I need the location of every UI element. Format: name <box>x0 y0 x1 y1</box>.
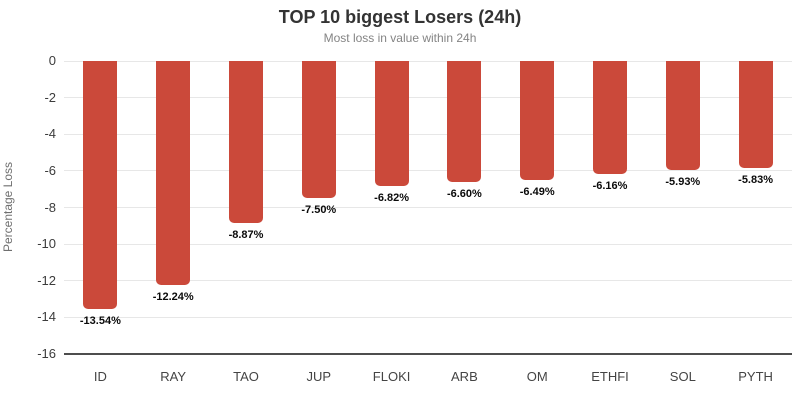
bar-value-label: -12.24% <box>152 291 194 304</box>
bar-value-label: -5.93% <box>665 175 701 188</box>
bar-sol <box>665 61 700 170</box>
chart-title: TOP 10 biggest Losers (24h) <box>278 7 522 27</box>
chart-subtitle: Most loss in value within 24h <box>323 31 477 45</box>
gridline <box>64 243 792 245</box>
y-tick-label: -12 <box>37 272 56 288</box>
bar-floki <box>374 61 409 186</box>
gridline <box>64 97 792 99</box>
bar-value-label: -6.82% <box>374 191 410 204</box>
gridline <box>64 316 792 318</box>
x-tick-label-sol: SOL <box>669 369 696 384</box>
y-axis-title: Percentage Loss <box>1 161 15 253</box>
bar-value-label: -8.87% <box>228 229 264 242</box>
gridline <box>64 60 792 62</box>
x-tick-label-om: OM <box>526 369 548 384</box>
bar-ethfi <box>593 61 627 174</box>
y-tick-label: -4 <box>44 126 56 142</box>
gridline <box>64 207 792 208</box>
x-tick-label-tao: TAO <box>233 369 259 384</box>
bar-value-label: -7.50% <box>301 204 337 217</box>
y-tick-label: -14 <box>37 309 56 325</box>
x-tick-label-floki: FLOKI <box>372 369 411 384</box>
y-tick-label: 0 <box>48 53 56 68</box>
x-tick-label-pyth: PYTH <box>738 369 773 384</box>
x-tick-label-id: ID <box>93 369 107 384</box>
gridline <box>64 133 792 135</box>
x-tick-label-ethfi: ETHFI <box>591 369 629 384</box>
bar-value-label: -6.16% <box>592 179 628 192</box>
gridline <box>64 170 792 172</box>
x-axis-line <box>64 353 792 355</box>
bar-arb <box>447 61 482 182</box>
y-tick-label: -10 <box>37 236 56 252</box>
bar-value-label: -13.54% <box>79 314 121 327</box>
x-tick-label-arb: ARB <box>451 369 478 384</box>
y-tick-label: -6 <box>44 162 56 178</box>
bar-tao <box>229 61 263 224</box>
bar-value-label: -6.60% <box>446 187 482 200</box>
bar-jup <box>301 61 336 199</box>
x-tick-label-ray: RAY <box>160 369 187 384</box>
y-tick-label: -2 <box>44 89 56 105</box>
y-tick-label: -16 <box>37 346 56 361</box>
gridline <box>64 280 792 282</box>
bar-value-label: -5.83% <box>738 173 774 186</box>
bar-ray <box>156 61 191 286</box>
bar-id <box>83 61 118 309</box>
bar-value-label: -6.49% <box>519 185 555 198</box>
bar-om <box>520 61 555 180</box>
bar-pyth <box>738 61 773 168</box>
x-tick-label-jup: JUP <box>306 369 332 384</box>
y-tick-label: -8 <box>44 199 56 215</box>
